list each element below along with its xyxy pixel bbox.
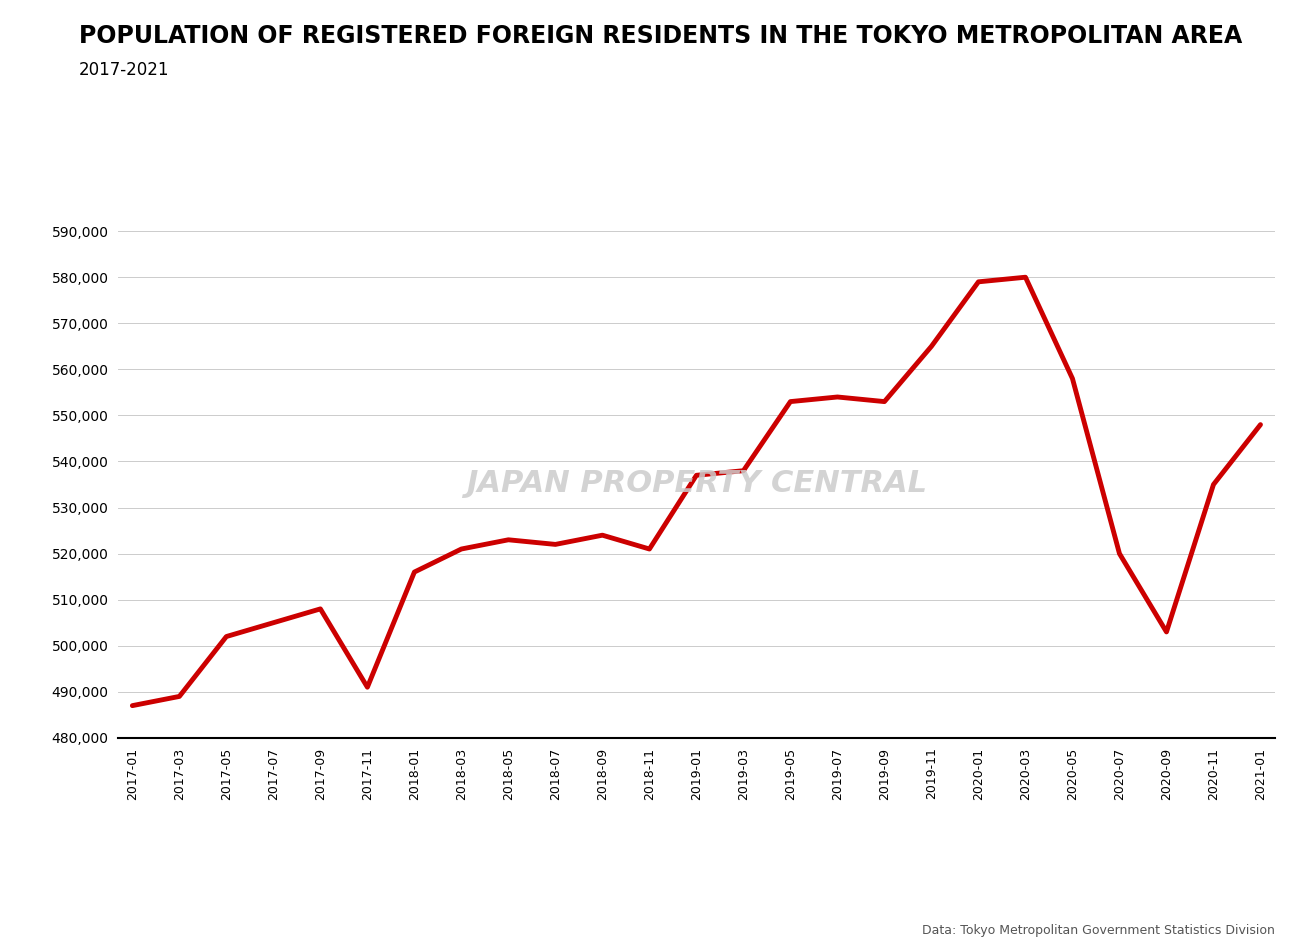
Text: JAPAN PROPERTY CENTRAL: JAPAN PROPERTY CENTRAL <box>466 469 926 499</box>
Text: POPULATION OF REGISTERED FOREIGN RESIDENTS IN THE TOKYO METROPOLITAN AREA: POPULATION OF REGISTERED FOREIGN RESIDEN… <box>79 24 1242 47</box>
Text: 2017-2021: 2017-2021 <box>79 61 170 79</box>
Text: Data: Tokyo Metropolitan Government Statistics Division: Data: Tokyo Metropolitan Government Stat… <box>921 923 1275 937</box>
